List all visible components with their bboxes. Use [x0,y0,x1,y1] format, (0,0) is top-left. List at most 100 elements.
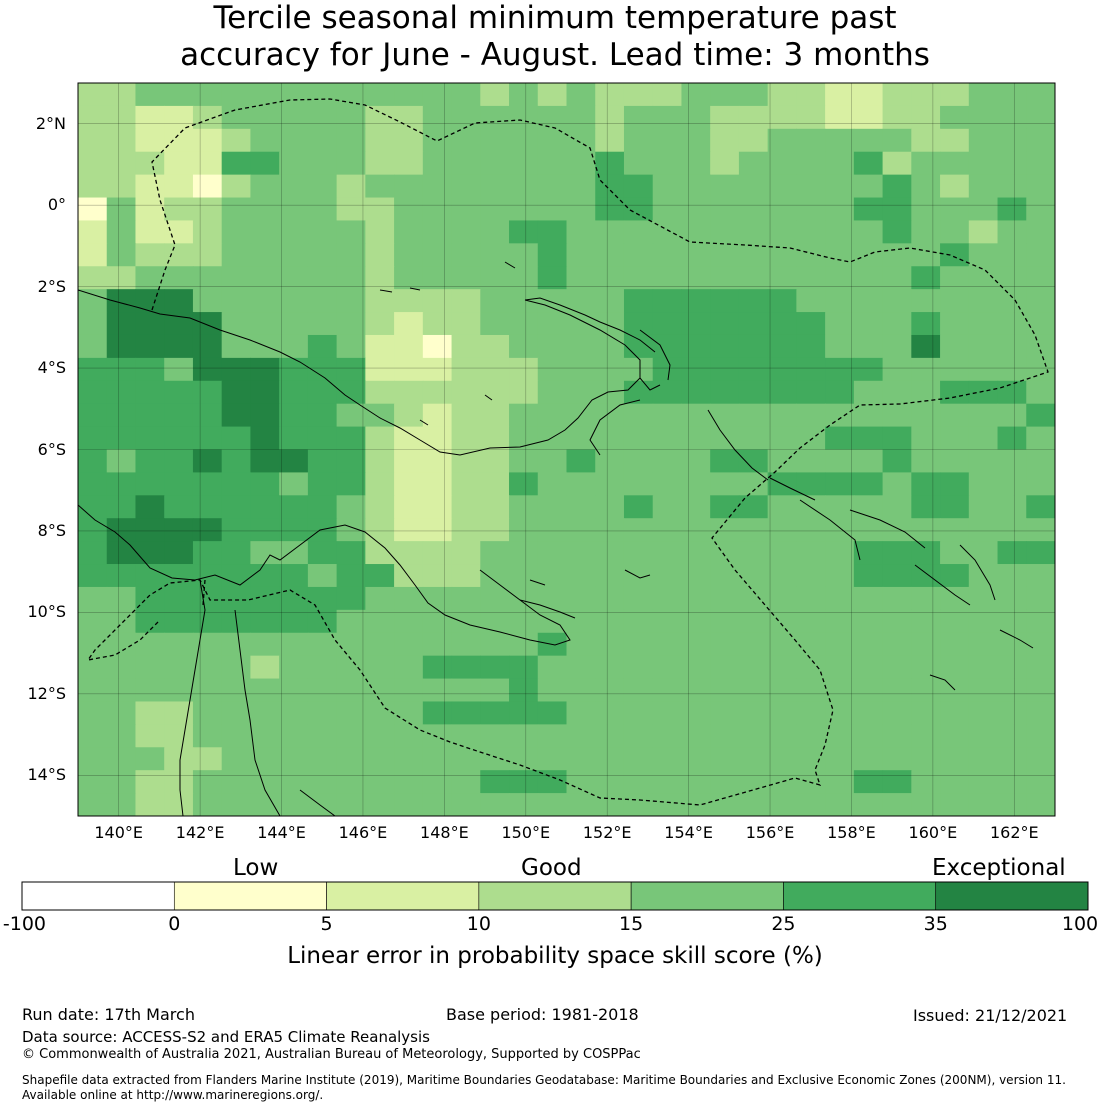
grid-cell [221,403,252,428]
grid-cell [796,334,826,359]
grid-cell [422,220,453,244]
coastline-segment [529,579,546,586]
grid-cell [451,380,481,405]
grid-cell [106,128,137,153]
grid-cell [710,105,740,130]
grid-cell [738,518,769,542]
grid-cell [164,495,194,519]
grid-cell [422,701,453,725]
grid-cell [767,289,797,313]
grid-cell [250,518,280,542]
colorbar-segment [783,881,937,911]
grid-cell [1026,334,1055,359]
grid-cell [279,334,309,359]
grid-cell [192,312,223,336]
grid-cell [164,105,194,130]
grid-cell [537,449,568,474]
grid-cell [566,609,596,634]
grid-cell [681,678,711,703]
grid-cell [480,655,510,680]
grid-cell [738,564,769,588]
grid-cell [911,770,941,794]
grid-cell [595,541,625,565]
grid-cell [997,403,1027,428]
grid-cell [221,472,252,496]
grid-cell [451,586,481,611]
colorbar-tick-label: 25 [771,913,796,935]
coastline-segment [707,409,769,481]
grid-cell [997,609,1027,634]
grid-cell [853,518,884,542]
grid-cell [336,426,366,451]
grid-cell [106,472,137,496]
grid-cell [825,495,855,519]
grid-cell [623,724,654,748]
grid-cell [250,449,280,474]
grid-cell [509,793,539,816]
grid-cell [451,289,481,313]
grid-cell [336,678,366,703]
grid-cell [1026,266,1055,290]
grid-cell [164,357,194,382]
grid-cell [537,357,568,382]
grid-cell [853,541,884,565]
coastline-segment [639,377,661,391]
grid-cell [537,334,568,359]
grid-cell [796,472,826,496]
grid-cell [911,243,941,267]
grid-cell [537,701,568,725]
grid-cell [78,357,108,382]
grid-cell [911,609,941,634]
grid-cell [968,289,999,313]
grid-cell [480,334,510,359]
grid-cell [250,380,280,405]
grid-cell [365,609,395,634]
grid-cell [825,128,855,153]
grid-cell [911,793,941,816]
grid-cell [595,609,625,634]
grid-cell [796,174,826,199]
grid-cell [451,609,481,634]
grid-cell [394,678,424,703]
grid-cell [566,289,596,313]
grid-cell [451,472,481,496]
grid-cell [566,83,596,107]
grid-cell [681,770,711,794]
grid-cell [78,426,108,451]
grid-cell [365,243,395,267]
grid-cell [652,83,683,107]
grid-cell [336,564,366,588]
grid-cell [968,174,999,199]
grid-cell [279,747,309,771]
grid-cell [480,128,510,153]
grid-cell [365,357,395,382]
grid-cell [652,266,683,290]
grid-cell [767,747,797,771]
grid-cell [250,655,280,680]
grid-cell [997,105,1027,130]
grid-cell [738,701,769,725]
grid-cell [825,472,855,496]
grid-cell [652,220,683,244]
grid-cell [940,678,970,703]
grid-cell [940,128,970,153]
grid-cell [853,632,884,657]
grid-cell [911,655,941,680]
grid-cell [336,518,366,542]
grid-cell [968,83,999,107]
grid-cell [394,655,424,680]
grid-cell [250,541,280,565]
grid-cell [279,105,309,130]
grid-cell [623,495,654,519]
grid-cell [853,243,884,267]
grid-cell [853,793,884,816]
grid-cell [135,426,165,451]
grid-cell [451,678,481,703]
grid-cell [911,380,941,405]
grid-cell [595,128,625,153]
grid-cell [394,449,424,474]
grid-cell [365,747,395,771]
grid-cell [422,83,453,107]
grid-cell [422,243,453,267]
grid-cell [135,770,165,794]
